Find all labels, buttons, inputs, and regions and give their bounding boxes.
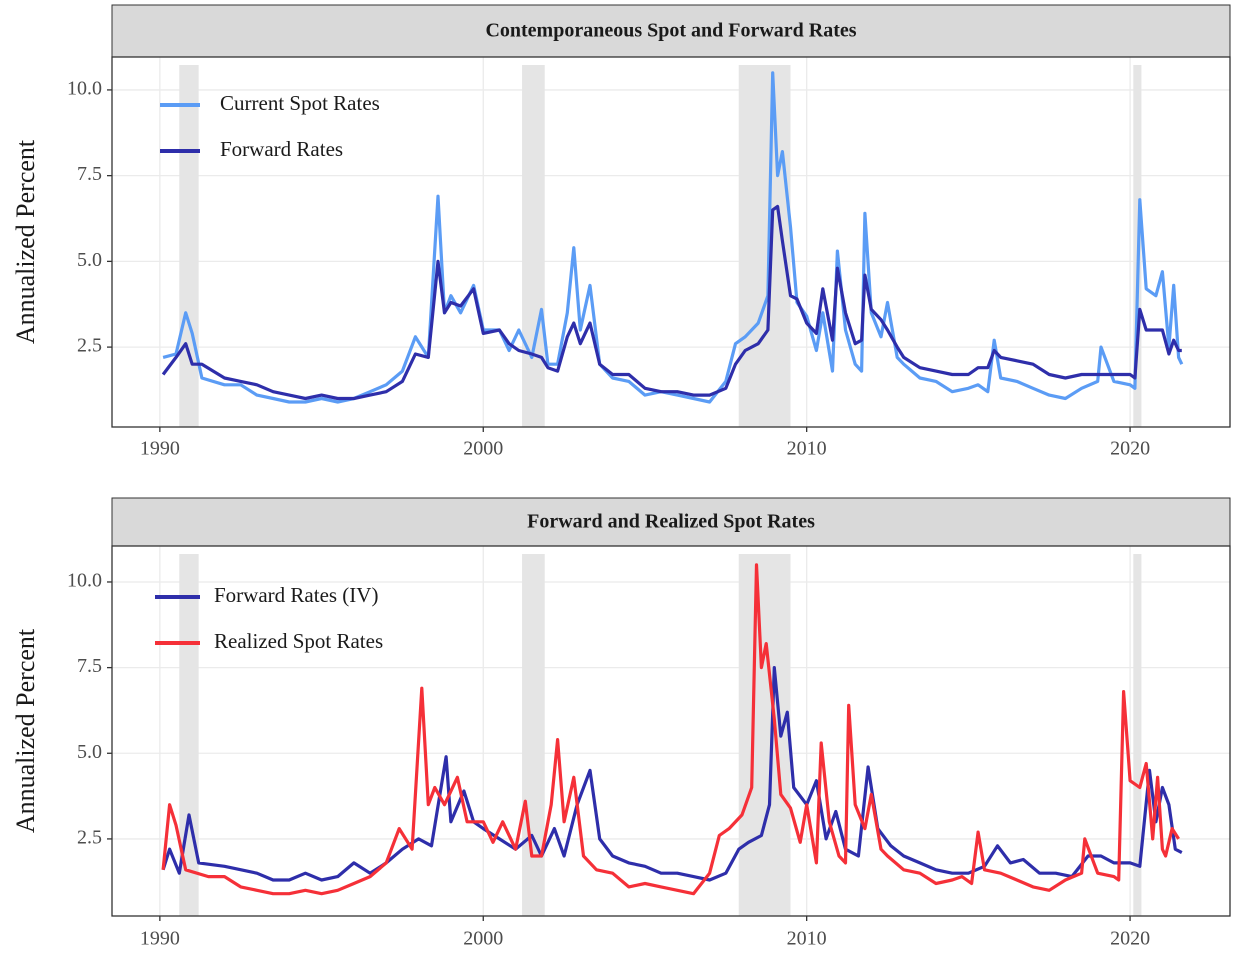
panel-title: Contemporaneous Spot and Forward Rates xyxy=(485,20,856,42)
x-tick-label: 2010 xyxy=(787,438,827,460)
plot-frame xyxy=(111,545,1231,917)
panel-title: Forward and Realized Spot Rates xyxy=(527,511,815,533)
y-tick-label: 5.0 xyxy=(77,249,102,271)
x-tick-label: 2020 xyxy=(1110,928,1150,950)
y-tick-label: 10.0 xyxy=(67,78,102,100)
y-tick-label: 7.5 xyxy=(77,655,102,677)
y-axis-label: Annualized Percent xyxy=(11,628,40,833)
x-tick-label: 2000 xyxy=(463,438,503,460)
legend-label: Realized Spot Rates xyxy=(214,629,383,653)
y-axis-label: Annualized Percent xyxy=(11,139,40,344)
legend-label: Current Spot Rates xyxy=(220,91,380,115)
series-line xyxy=(162,71,1184,404)
x-tick-label: 2000 xyxy=(463,928,503,950)
series-line xyxy=(161,666,1183,882)
x-tick-label: 1990 xyxy=(140,438,180,460)
shaded-region xyxy=(179,65,199,427)
strip xyxy=(111,4,1231,58)
series-line xyxy=(161,563,1180,896)
x-tick-label: 2010 xyxy=(787,928,827,950)
y-tick-label: 10.0 xyxy=(67,570,102,592)
x-tick-label: 2020 xyxy=(1110,438,1150,460)
series-line xyxy=(161,204,1182,401)
plot-frame xyxy=(111,56,1231,428)
strip xyxy=(111,497,1231,547)
y-tick-label: 2.5 xyxy=(77,335,102,357)
x-tick-label: 1990 xyxy=(140,928,180,950)
shaded-region xyxy=(522,554,545,916)
y-tick-label: 2.5 xyxy=(77,827,102,849)
y-tick-label: 5.0 xyxy=(77,741,102,763)
legend-label: Forward Rates xyxy=(220,137,343,161)
shaded-region xyxy=(1133,554,1142,916)
shaded-region xyxy=(522,65,545,427)
legend-label: Forward Rates (IV) xyxy=(214,583,378,607)
y-tick-label: 7.5 xyxy=(77,163,102,185)
